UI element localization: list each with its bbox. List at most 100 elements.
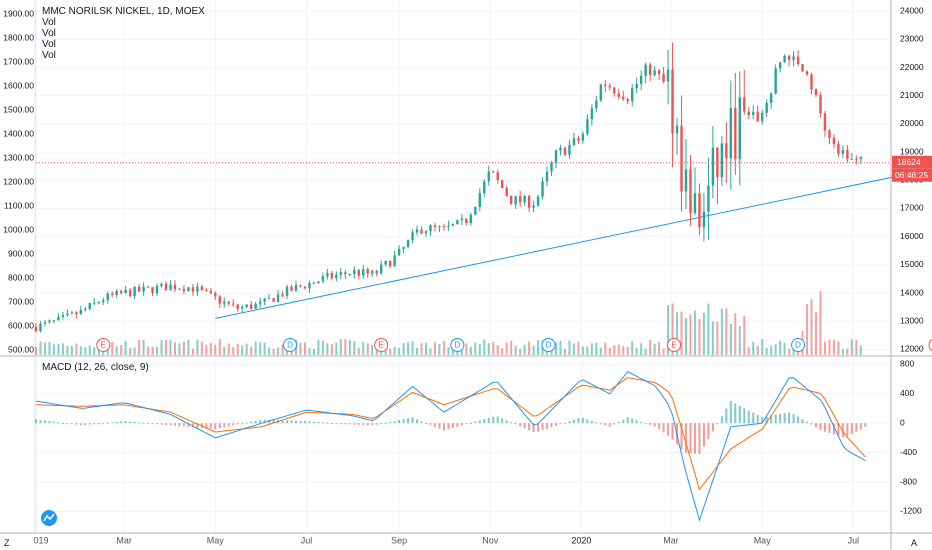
volume-bar bbox=[348, 340, 351, 355]
candle-body bbox=[796, 56, 800, 65]
volume-bar bbox=[850, 339, 853, 355]
candle-body bbox=[577, 138, 580, 141]
candle-body bbox=[151, 287, 154, 294]
candles bbox=[34, 42, 863, 333]
candle-body bbox=[290, 286, 293, 291]
macd-histogram-bar bbox=[326, 422, 329, 424]
candle-body bbox=[648, 64, 652, 76]
candle-body bbox=[317, 281, 320, 283]
volume-bar bbox=[770, 345, 773, 355]
volume-label: Vol bbox=[42, 28, 56, 39]
candle-body bbox=[662, 74, 665, 82]
macd-histogram-bar bbox=[855, 423, 858, 432]
macd-histogram-bar bbox=[514, 423, 517, 425]
macd-histogram-bar bbox=[133, 421, 136, 424]
macd-histogram-bar bbox=[496, 416, 499, 424]
marker-circle bbox=[667, 338, 682, 352]
macd-histogram-bar bbox=[102, 423, 105, 425]
volume-bar bbox=[474, 342, 477, 355]
candle-body bbox=[501, 180, 504, 189]
timezone-z-button[interactable]: Z bbox=[4, 538, 10, 548]
left-axis-tick: 1200.00 bbox=[3, 177, 34, 187]
candle-body bbox=[196, 286, 199, 292]
candle-body bbox=[75, 312, 78, 315]
volume-bar bbox=[501, 348, 504, 355]
macd-histogram-bar bbox=[590, 420, 593, 424]
candle-body bbox=[420, 229, 423, 234]
macd-histogram-bar bbox=[312, 421, 315, 424]
price-axis-tick: 17000 bbox=[900, 203, 924, 213]
volume-bar bbox=[303, 342, 306, 355]
marker-circle bbox=[541, 338, 556, 352]
volume-bar bbox=[57, 343, 60, 355]
volume-bar bbox=[626, 347, 629, 355]
time-axis-label: Mar bbox=[116, 535, 132, 545]
macd-histogram-bar bbox=[321, 422, 324, 424]
candle-body bbox=[43, 322, 47, 324]
candle-body bbox=[214, 292, 217, 297]
macd-histogram-bar bbox=[581, 417, 584, 424]
candle-body bbox=[545, 171, 549, 182]
macd-histogram-bar bbox=[559, 423, 562, 425]
volume-bar bbox=[469, 346, 472, 355]
auto-scale-button[interactable]: A bbox=[911, 538, 918, 548]
candle-body bbox=[294, 285, 298, 291]
macd-histogram-bar bbox=[451, 423, 454, 429]
marker-label: E bbox=[671, 341, 676, 350]
candle-body bbox=[752, 111, 755, 115]
volume-bar bbox=[111, 342, 114, 355]
macd-axis-tick: 0 bbox=[900, 417, 905, 427]
volume-bar bbox=[335, 342, 338, 355]
volume-bar bbox=[191, 348, 194, 355]
macd-axis-tick: -1200 bbox=[900, 506, 922, 516]
marker-label: D bbox=[795, 341, 801, 350]
volume-bar bbox=[747, 347, 750, 355]
candle-body bbox=[48, 320, 51, 323]
symbol-title: MMC NORILSK NICKEL, 1D, MOEX bbox=[42, 6, 205, 17]
macd-histogram-bar bbox=[685, 423, 687, 453]
price-tag-value: 18624 bbox=[897, 157, 921, 167]
volume-bar bbox=[689, 314, 692, 355]
candle-body bbox=[496, 172, 499, 181]
volume-bar bbox=[563, 348, 566, 355]
candle-body bbox=[527, 195, 531, 208]
volume-bar bbox=[254, 341, 257, 355]
macd-histogram-bar bbox=[160, 423, 163, 425]
macd-histogram-bar bbox=[250, 421, 253, 424]
candle-body bbox=[693, 193, 697, 213]
macd-histogram-bar bbox=[850, 423, 853, 434]
volume-bar bbox=[765, 347, 768, 355]
volume-bar bbox=[70, 346, 73, 355]
candle-body bbox=[254, 303, 257, 309]
volume-bar bbox=[330, 344, 333, 355]
candle-body bbox=[680, 125, 683, 192]
volume-bar bbox=[218, 339, 221, 355]
candle-body bbox=[124, 290, 127, 294]
candle-body bbox=[353, 270, 356, 274]
candle-body bbox=[375, 270, 378, 274]
macd-histogram-bar bbox=[156, 423, 159, 425]
volume-bar bbox=[725, 308, 728, 355]
macd-histogram-bar bbox=[97, 423, 100, 425]
candle-body bbox=[227, 301, 230, 304]
candle-body bbox=[487, 171, 490, 182]
candle-body bbox=[66, 313, 69, 316]
volume-bar bbox=[151, 346, 154, 355]
macd-histogram-bar bbox=[411, 417, 414, 424]
candle-body bbox=[590, 108, 594, 120]
macd-histogram-bar bbox=[209, 423, 212, 429]
macd-histogram-bar bbox=[205, 423, 208, 429]
candle-body bbox=[321, 276, 325, 282]
volume-label: Vol bbox=[42, 17, 56, 28]
macd-histogram-bar bbox=[348, 423, 351, 425]
volume-bar bbox=[644, 348, 647, 355]
candle-body bbox=[415, 229, 419, 233]
volume-bar bbox=[761, 339, 764, 355]
candle-body bbox=[70, 312, 74, 314]
macd-histogram-bar bbox=[362, 423, 365, 426]
candle-body bbox=[702, 211, 706, 228]
left-axis-tick: 700.00 bbox=[8, 296, 34, 306]
macd-histogram-bar bbox=[259, 419, 262, 424]
macd-histogram-bar bbox=[563, 422, 566, 424]
